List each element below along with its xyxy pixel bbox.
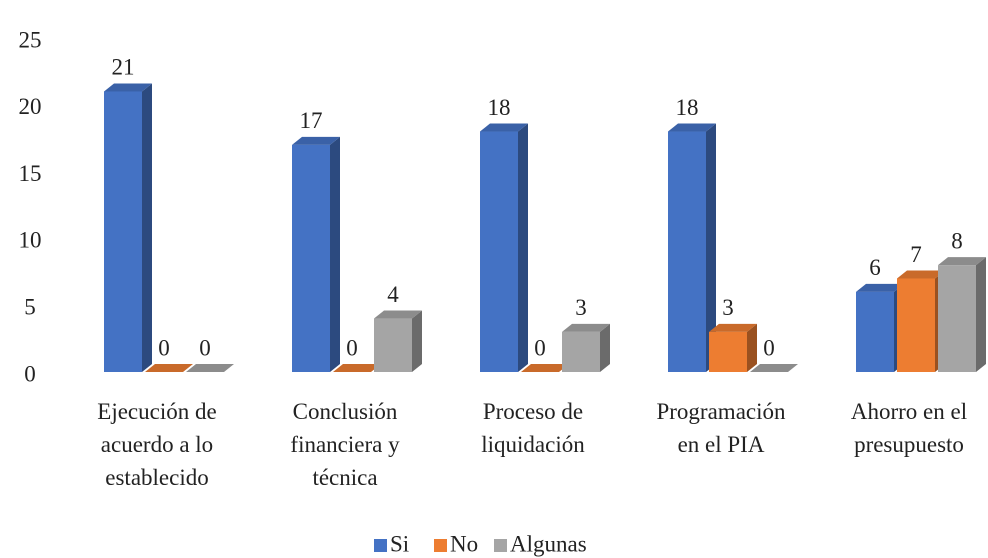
y-tick-label: 25 — [19, 27, 42, 52]
value-label: 0 — [534, 335, 546, 360]
bar — [292, 144, 330, 372]
bar-top — [521, 364, 569, 372]
value-label: 6 — [869, 255, 881, 280]
x-tick-label: Programación en el PIA — [656, 399, 786, 457]
value-label: 0 — [763, 335, 775, 360]
bar-top — [292, 136, 340, 145]
legend-swatch — [494, 539, 507, 552]
x-tick-label: Conclusión financiera y técnica — [290, 399, 400, 490]
x-tick-label: Ahorro en el presupuesto — [851, 399, 967, 457]
bar-top — [145, 364, 193, 372]
value-label: 0 — [158, 335, 170, 360]
bar-top — [480, 123, 528, 132]
legend-label: Algunas — [510, 531, 587, 556]
bar-top — [186, 364, 234, 372]
y-tick-label: 5 — [24, 294, 36, 319]
bar-top — [856, 283, 904, 292]
legend-label: Si — [390, 531, 409, 556]
bar-side — [518, 123, 528, 373]
value-label: 7 — [910, 242, 922, 267]
bar-side — [412, 310, 422, 372]
legend-swatch — [434, 539, 447, 552]
value-label: 3 — [575, 295, 587, 320]
y-tick-label: 20 — [19, 94, 42, 119]
value-label: 3 — [722, 295, 734, 320]
bar-top — [374, 310, 422, 319]
bar — [668, 131, 706, 372]
bar — [856, 291, 894, 372]
bar-side — [330, 136, 340, 372]
bar-top — [897, 270, 945, 279]
bar — [104, 91, 142, 372]
value-label: 0 — [346, 335, 358, 360]
bar-side — [747, 323, 757, 372]
bar — [897, 278, 935, 372]
x-tick-label: Ejecución de acuerdo a lo establecido — [97, 399, 216, 490]
x-tick-label: Proceso de liquidación — [481, 399, 585, 457]
value-label: 17 — [300, 108, 323, 133]
bar-top — [668, 123, 716, 132]
value-label: 8 — [951, 228, 963, 253]
y-tick-label: 0 — [24, 361, 36, 386]
bar-side — [142, 83, 152, 372]
bar-top — [333, 364, 381, 372]
bar — [374, 318, 412, 372]
bar-side — [976, 257, 986, 372]
value-label: 18 — [676, 95, 699, 120]
bar-top — [938, 257, 986, 266]
legend-swatch — [374, 539, 387, 552]
bar — [709, 331, 747, 372]
value-label: 18 — [488, 95, 511, 120]
bar-top — [750, 364, 798, 372]
bar — [938, 265, 976, 372]
bar-side — [600, 323, 610, 372]
value-label: 21 — [112, 55, 135, 80]
bar-top — [104, 83, 152, 92]
y-tick-label: 10 — [19, 228, 42, 253]
y-tick-label: 15 — [19, 161, 42, 186]
bar-top — [709, 323, 757, 332]
bar-side — [706, 123, 716, 373]
legend-label: No — [450, 531, 478, 556]
value-label: 0 — [199, 335, 211, 360]
bar — [562, 331, 600, 372]
value-label: 4 — [387, 282, 399, 307]
bar-top — [562, 323, 610, 332]
bar — [480, 131, 518, 372]
